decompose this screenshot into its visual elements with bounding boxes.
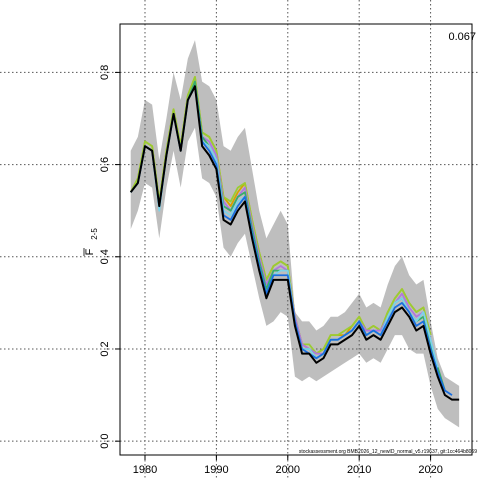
x-tick-label: 1980 bbox=[133, 464, 157, 476]
series-line-0 bbox=[129, 85, 460, 401]
footnote: stockassessment.org BMB2026_12_newID_nor… bbox=[299, 449, 477, 455]
y-axis-label-main: F bbox=[84, 248, 96, 255]
confidence-band-layer bbox=[130, 40, 460, 428]
x-tick-label: 2010 bbox=[347, 464, 371, 476]
x-tick-label: 2020 bbox=[418, 464, 442, 476]
plot-frame bbox=[119, 23, 473, 456]
axis-layer: 1980 1990 2000 2010 2020 0.0 0.2 0.4 0.6 0.8 bbox=[99, 65, 443, 476]
y-tick-label: 0.4 bbox=[99, 249, 111, 264]
corner-value: 0.067 bbox=[448, 31, 476, 43]
x-tick-label: 2000 bbox=[276, 464, 300, 476]
y-axis-label-subscript: 2-5 bbox=[90, 228, 99, 240]
y-tick-label: 0.8 bbox=[99, 65, 111, 80]
y-tick-label: 0.0 bbox=[99, 434, 111, 449]
y-tick-label: 0.2 bbox=[99, 341, 111, 356]
x-tick-label: 1990 bbox=[204, 464, 228, 476]
confidence-band bbox=[130, 40, 460, 428]
series-layer bbox=[129, 76, 460, 401]
y-tick-label: 0.6 bbox=[99, 157, 111, 172]
